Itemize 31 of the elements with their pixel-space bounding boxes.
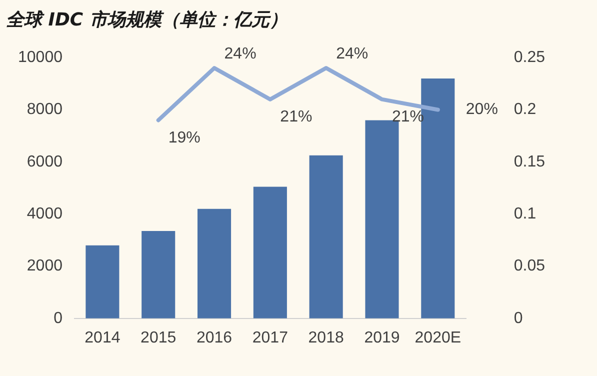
bar xyxy=(142,231,176,318)
x-tick-label: 2018 xyxy=(308,329,344,346)
x-tick-label: 2020E xyxy=(414,329,462,346)
y-tick-label: 2000 xyxy=(26,258,63,275)
x-tick-label: 2016 xyxy=(196,329,232,346)
x-tick-label: 2019 xyxy=(364,329,400,346)
bar xyxy=(86,245,120,318)
y2-tick-label: 0.25 xyxy=(514,49,546,66)
y2-tick-label: 0.15 xyxy=(514,153,546,170)
y-tick-label: 6000 xyxy=(26,153,63,170)
y2-tick-label: 0 xyxy=(514,310,523,327)
y-tick-label: 8000 xyxy=(26,101,63,118)
chart-title: 全球 IDC 市场规模（单位：亿元） xyxy=(6,9,288,30)
data-label: 24% xyxy=(224,45,256,62)
y-tick-label: 10000 xyxy=(18,49,63,66)
y2-tick-label: 0.2 xyxy=(514,101,536,118)
bar xyxy=(365,120,399,318)
data-label: 24% xyxy=(336,45,368,62)
y-tick-label: 4000 xyxy=(26,205,63,222)
data-label: 20% xyxy=(466,101,498,118)
data-label: 21% xyxy=(280,108,312,126)
data-label: 19% xyxy=(168,130,200,147)
x-tick-label: 2015 xyxy=(140,329,176,346)
bar xyxy=(197,208,232,318)
x-tick-label: 2017 xyxy=(252,329,288,346)
bar xyxy=(253,186,287,318)
y2-tick-label: 0.1 xyxy=(514,205,536,222)
y2-tick-label: 0.05 xyxy=(514,258,546,275)
bar xyxy=(309,155,343,318)
x-tick-label: 2014 xyxy=(84,329,120,346)
y-tick-label: 0 xyxy=(54,310,63,327)
